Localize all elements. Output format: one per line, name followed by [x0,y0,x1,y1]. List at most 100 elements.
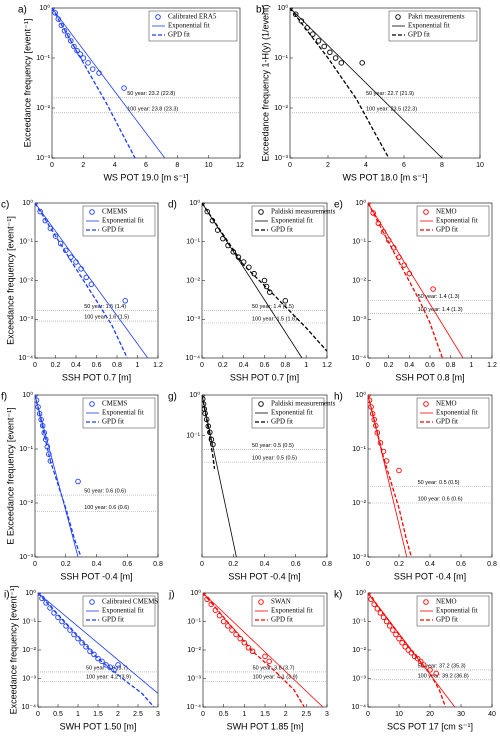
data-point [83,274,89,281]
y-tick-label: 10⁻² [19,277,33,284]
x-tick-label: 0 [33,362,37,369]
return-level-label: 50 year: 0.5 (0.5) [418,480,460,486]
legend-label: Exponential fit [271,217,313,225]
data-point [208,436,215,443]
data-point [386,623,393,629]
panel-label: k) [334,590,342,601]
y-tick-label: 10⁻⁴ [22,704,37,711]
panel-label: b) [256,5,265,16]
fit-line [35,203,128,358]
legend-label: NEMO [436,208,457,216]
data-point [58,22,65,29]
x-tick-label: 0.4 [71,362,81,369]
x-tick-label: 10 [395,711,403,718]
data-point [249,648,256,655]
data-point [383,618,390,625]
fit-line [290,8,390,158]
legend-label: Exponential fit [271,607,313,615]
y-tick-label: 10⁻³ [352,554,366,561]
y-tick-label: 10⁻³ [36,155,50,162]
data-point [292,11,299,17]
legend-label: Exponential fit [168,22,210,30]
plot-content [202,395,237,557]
x-tick-label: 0.4 [239,362,249,369]
plot-content [368,593,456,707]
x-tick-label: 0.2 [384,362,394,369]
fit-line [35,395,82,557]
data-point [262,653,268,660]
data-point [68,38,74,44]
y-tick-label: 10⁻² [19,500,33,507]
x-tick-label: 1.2 [487,362,497,369]
data-point [396,467,402,474]
data-point [315,38,322,44]
y-tick-label: 10⁰ [39,4,50,12]
legend-marker [395,14,401,20]
legend-label: GPD fit [271,418,293,426]
x-tick-label: 20 [426,711,434,718]
x-tick-label: 0.8 [153,561,163,568]
x-tick-label: 0.8 [446,362,456,369]
x-tick-label: 0.8 [280,362,290,369]
x-tick-label: 40 [488,711,496,718]
x-axis-label: SSH POT -0.4 [m] [394,571,466,581]
y-tick-label: 10⁰ [25,589,36,597]
legend-label: CMEMS [102,400,127,408]
data-point [35,203,38,206]
y-tick-label: 10⁰ [22,391,33,399]
y-tick-label: 10⁻² [352,277,366,284]
data-point [47,225,54,232]
x-tick-label: 2 [81,162,85,169]
data-point [87,648,93,655]
data-point [261,277,268,284]
x-tick-label: 0 [366,711,370,718]
panel-label: h) [334,392,343,403]
data-point [89,66,96,72]
x-tick-label: 6 [144,162,148,169]
legend-marker [423,401,429,407]
data-point [38,593,41,596]
y-tick-label: 10⁰ [355,391,366,399]
return-level-label: 50 year: 1.5 (1.4) [84,304,126,310]
data-point [115,662,121,668]
x-tick-label: 8 [440,162,444,169]
x-tick-label: 3 [156,711,160,718]
y-tick-label: 10⁻⁴ [19,355,34,362]
data-point [225,623,231,629]
data-point [52,10,58,16]
y-tick-label: 10⁰ [190,589,201,597]
legend-label: GPD fit [102,418,124,426]
x-tick-label: 2 [284,711,288,718]
x-axis-label: SSH POT 0.8 [m] [395,372,464,382]
x-tick-label: 0 [200,362,204,369]
data-point [359,60,365,66]
x-tick-label: 0 [50,162,54,169]
legend-label: GPD fit [102,616,124,624]
legend-marker [89,401,95,407]
x-tick-label: 0.5 [219,711,229,718]
plot-content [52,8,166,158]
return-level-label: 50 year: 37.2 (35.3) [418,663,466,669]
data-point [266,289,273,295]
fit-line [202,395,216,469]
return-level-label: 50 year: 1.4 (1.5) [252,304,294,310]
fit-line [203,593,324,707]
x-axis-label: SSH POT 0.7 [m] [62,372,131,382]
x-axis-label: SWH POT 1.85 [m] [227,721,304,731]
x-tick-label: 0.8 [322,561,332,568]
fit-line [368,203,444,358]
x-tick-label: 0.6 [260,362,270,369]
data-point [75,478,81,485]
data-point [107,664,113,670]
y-tick-label: 10⁰ [189,391,200,399]
y-tick-label: 10⁻¹ [274,55,288,62]
data-point [95,655,101,662]
panel-label: i) [4,590,10,601]
panel-label: e) [334,200,343,211]
fit-line [202,203,327,352]
data-point [433,670,439,677]
legend-label: GPD fit [102,226,124,234]
x-tick-label: 0.2 [51,362,61,369]
x-tick-label: 10 [205,162,213,169]
